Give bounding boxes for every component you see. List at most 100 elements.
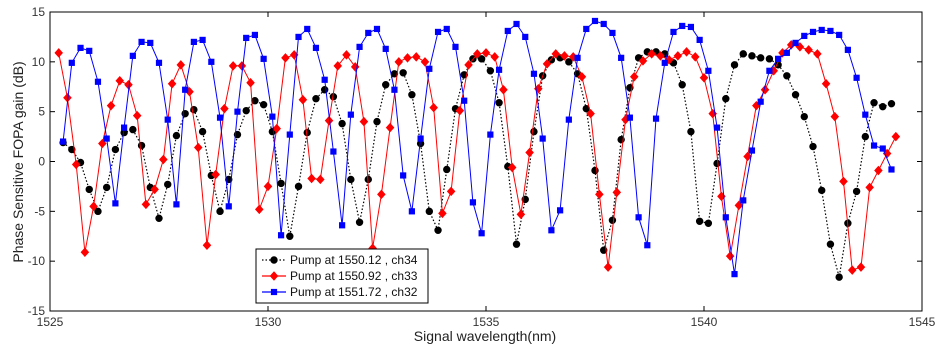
x-tick-label: 1540 — [691, 315, 718, 329]
data-point — [481, 48, 491, 58]
data-point — [469, 199, 477, 206]
data-point — [516, 209, 526, 220]
data-point — [695, 217, 704, 226]
data-point — [339, 222, 346, 229]
data-point — [277, 232, 285, 239]
data-point — [263, 181, 273, 192]
data-point — [656, 51, 665, 61]
data-point — [600, 246, 608, 254]
data-point — [365, 29, 372, 37]
data-point — [748, 147, 756, 154]
data-point — [600, 20, 607, 28]
data-point — [211, 169, 220, 180]
data-point — [251, 31, 259, 39]
legend-swatch-marker — [270, 256, 278, 264]
data-point — [461, 97, 468, 104]
data-point — [551, 49, 561, 59]
data-point — [477, 55, 486, 63]
data-point — [121, 124, 128, 131]
legend-item: Pump at 1550.12 , ch34 — [262, 253, 418, 267]
data-point — [879, 102, 887, 111]
data-point — [320, 86, 329, 94]
data-point — [818, 186, 826, 195]
data-point — [321, 76, 328, 83]
data-point — [800, 112, 808, 121]
data-point — [399, 69, 407, 77]
data-point — [286, 131, 293, 138]
data-point — [172, 131, 181, 140]
data-point — [830, 111, 840, 122]
data-point — [495, 66, 503, 73]
data-point — [243, 34, 250, 42]
data-point — [464, 60, 473, 70]
data-point — [259, 100, 268, 109]
data-point — [167, 79, 177, 89]
data-point — [377, 189, 386, 200]
data-point — [678, 81, 686, 89]
data-point — [54, 48, 63, 58]
data-point — [609, 29, 616, 37]
data-point — [722, 95, 730, 103]
legend-swatch-marker — [270, 288, 278, 296]
data-point — [739, 50, 747, 58]
data-point — [638, 56, 648, 66]
data-point — [208, 58, 215, 65]
y-tick-label: 15 — [32, 5, 46, 19]
data-point — [242, 106, 250, 115]
data-point — [68, 59, 75, 66]
data-point — [382, 45, 389, 52]
data-point — [507, 162, 517, 173]
x-tick-label: 1525 — [37, 315, 64, 329]
data-point — [557, 207, 564, 214]
data-point — [460, 71, 468, 79]
data-point — [434, 226, 442, 234]
data-point — [159, 154, 168, 165]
data-point — [577, 72, 587, 82]
data-point — [542, 59, 552, 69]
data-point — [522, 33, 529, 41]
data-point — [525, 147, 534, 158]
data-point — [874, 165, 883, 176]
data-point — [713, 124, 721, 131]
data-point — [560, 51, 569, 61]
data-point — [486, 67, 495, 75]
data-point — [355, 218, 364, 226]
data-point — [417, 135, 424, 142]
data-point — [629, 72, 639, 82]
x-tick-label: 1530 — [255, 315, 282, 329]
data-point — [307, 173, 316, 184]
data-point — [94, 207, 102, 216]
data-point — [408, 91, 416, 99]
data-point — [103, 135, 110, 142]
data-point — [713, 159, 721, 168]
data-point — [190, 38, 197, 45]
data-point — [86, 47, 93, 54]
data-point — [618, 54, 625, 61]
data-point — [347, 111, 354, 118]
data-point — [809, 28, 817, 36]
data-point — [255, 204, 264, 215]
data-point — [216, 114, 224, 121]
data-point — [765, 55, 774, 63]
x-tick-label: 1545 — [909, 315, 936, 329]
data-point — [295, 33, 302, 41]
legend-item: Pump at 1550.92 , ch33 — [262, 269, 418, 283]
data-point — [71, 159, 81, 170]
data-point — [827, 27, 834, 35]
data-point — [856, 262, 866, 272]
data-point — [400, 172, 407, 179]
data-point — [112, 200, 119, 207]
data-point — [89, 201, 98, 212]
data-point — [852, 187, 861, 196]
data-point — [391, 86, 398, 93]
data-point — [316, 174, 325, 185]
data-point — [176, 60, 186, 70]
data-point — [443, 25, 450, 33]
data-point — [839, 176, 848, 187]
data-point — [487, 131, 494, 138]
data-point — [499, 84, 508, 95]
data-point — [411, 52, 421, 62]
data-point — [783, 72, 791, 80]
legend-item: Pump at 1551.72 , ch32 — [262, 285, 418, 299]
